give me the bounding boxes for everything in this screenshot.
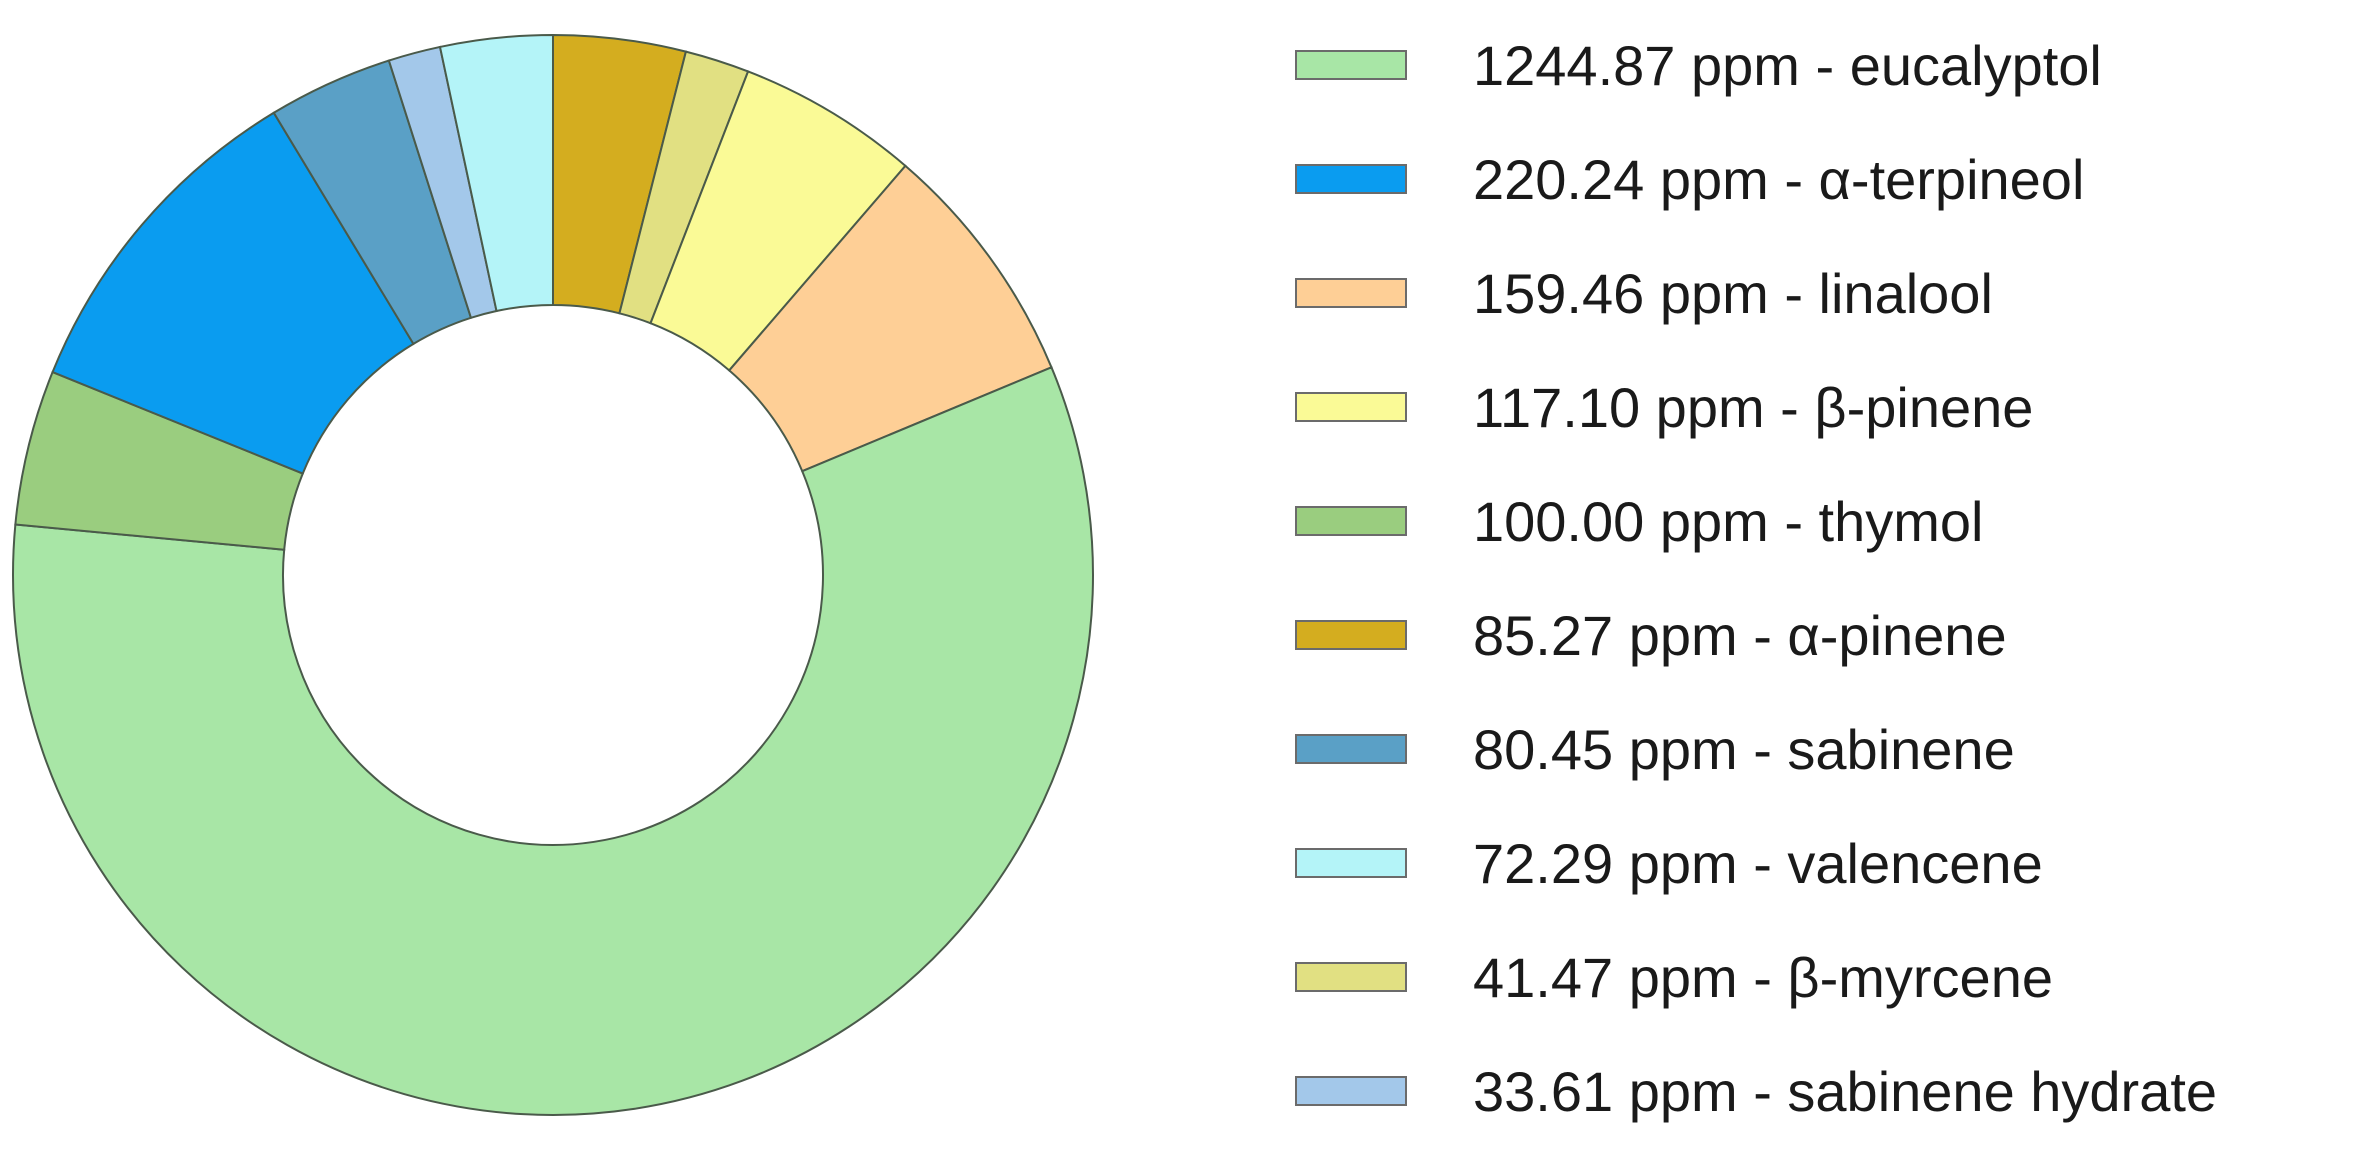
legend-item: 72.29 ppm - valencene: [1295, 806, 2365, 920]
legend-swatch: [1295, 392, 1407, 422]
legend-label: 100.00 ppm - thymol: [1473, 489, 1984, 553]
legend-swatch: [1295, 50, 1407, 80]
legend-item: 1244.87 ppm - eucalyptol: [1295, 8, 2365, 122]
legend-swatch: [1295, 734, 1407, 764]
legend-swatch: [1295, 278, 1407, 308]
legend: 1244.87 ppm - eucalyptol 220.24 ppm - α-t…: [1295, 8, 2365, 1148]
legend-swatch: [1295, 848, 1407, 878]
legend-label: 159.46 ppm - linalool: [1473, 261, 1993, 325]
legend-label: 80.45 ppm - sabinene: [1473, 717, 2015, 781]
legend-swatch: [1295, 164, 1407, 194]
donut-slice-α-terpineol: [51, 111, 415, 475]
legend-label: 41.47 ppm - β-myrcene: [1473, 945, 2053, 1009]
legend-swatch: [1295, 620, 1407, 650]
legend-item: 220.24 ppm - α-terpineol: [1295, 122, 2365, 236]
donut-slice-eucalyptol: [12, 365, 1094, 1116]
donut-chart: [0, 0, 1110, 1149]
legend-label: 72.29 ppm - valencene: [1473, 831, 2043, 895]
legend-item: 33.61 ppm - sabinene hydrate: [1295, 1034, 2365, 1148]
legend-swatch: [1295, 506, 1407, 536]
legend-label: 33.61 ppm - sabinene hydrate: [1473, 1059, 2218, 1123]
legend-item: 85.27 ppm - α-pinene: [1295, 578, 2365, 692]
legend-item: 100.00 ppm - thymol: [1295, 464, 2365, 578]
legend-item: 117.10 ppm - β-pinene: [1295, 350, 2365, 464]
legend-item: 159.46 ppm - linalool: [1295, 236, 2365, 350]
legend-item: 80.45 ppm - sabinene: [1295, 692, 2365, 806]
legend-label: 1244.87 ppm - eucalyptol: [1473, 33, 2102, 97]
donut-svg: [12, 33, 1094, 1116]
donut-slice-valencene: [438, 33, 554, 313]
legend-label: 85.27 ppm - α-pinene: [1473, 603, 2007, 667]
legend-swatch: [1295, 1076, 1407, 1106]
legend-label: 117.10 ppm - β-pinene: [1473, 375, 2034, 439]
legend-swatch: [1295, 962, 1407, 992]
legend-item: 41.47 ppm - β-myrcene: [1295, 920, 2365, 1034]
legend-label: 220.24 ppm - α-terpineol: [1473, 147, 2085, 211]
